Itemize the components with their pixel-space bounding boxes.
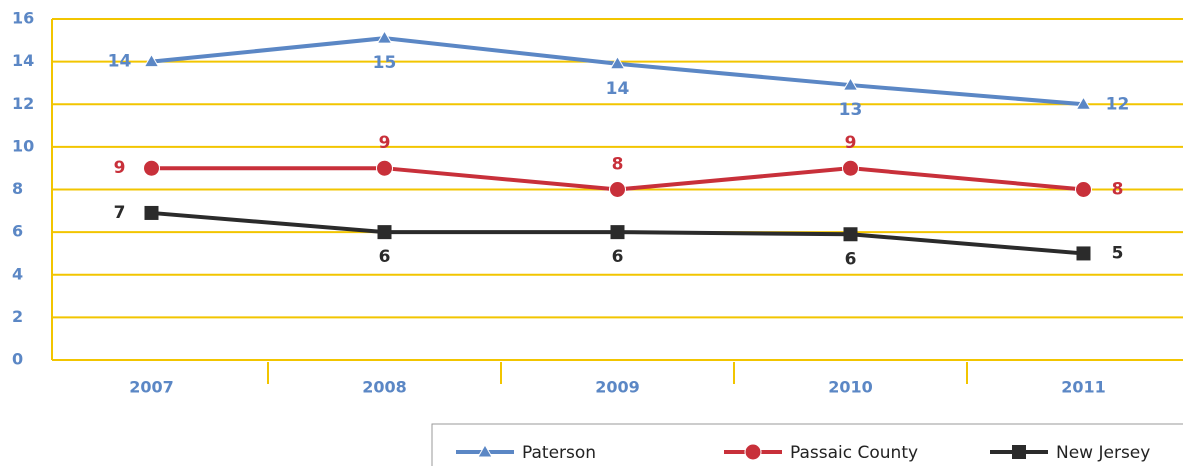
data-label: 7 [114,203,126,223]
data-label: 5 [1112,243,1124,263]
marker [609,55,626,70]
marker [843,227,858,242]
y-tick-label: 0 [12,350,23,369]
data-label: 9 [114,158,126,178]
marker [1075,96,1092,110]
x-tick-label: 2007 [129,378,174,397]
data-label: 6 [612,247,624,267]
legend-label: New Jersey [1056,443,1150,463]
marker [144,205,159,220]
marker [143,159,160,177]
data-label: 8 [1112,180,1124,200]
data-label: 14 [606,79,630,99]
x-tick-label: 2009 [595,378,640,397]
x-tick-label: 2008 [362,378,407,397]
data-label: 13 [839,100,863,120]
marker [1012,445,1026,459]
y-tick-label: 14 [12,51,34,70]
marker [842,77,859,91]
data-label: 8 [612,155,624,175]
marker [744,443,762,461]
data-label: 9 [379,133,391,153]
legend-box [431,423,1183,466]
x-tick-label: 2010 [828,378,873,397]
marker [1075,181,1092,198]
marker [143,53,160,68]
y-tick-label: 8 [12,179,23,198]
marker [1076,246,1091,261]
y-tick-label: 16 [12,9,34,28]
y-tick-label: 6 [12,222,23,241]
marker [477,444,493,458]
legend-label: Passaic County [790,443,918,463]
x-tick-label: 2011 [1061,378,1106,397]
legend-label: Paterson [522,443,596,463]
y-tick-label: 4 [12,264,23,283]
marker [610,225,625,240]
marker [376,159,393,177]
data-label: 6 [845,249,857,269]
data-label: 15 [373,53,397,73]
data-label: 6 [379,247,391,267]
data-label: 9 [845,133,857,153]
y-tick-label: 12 [12,94,34,113]
marker [376,30,393,44]
y-tick-label: 10 [12,136,34,155]
marker [609,181,626,198]
data-label: 12 [1106,94,1130,114]
data-label: 14 [108,52,132,72]
marker [377,225,392,240]
marker [842,159,859,177]
y-tick-label: 2 [12,307,23,326]
